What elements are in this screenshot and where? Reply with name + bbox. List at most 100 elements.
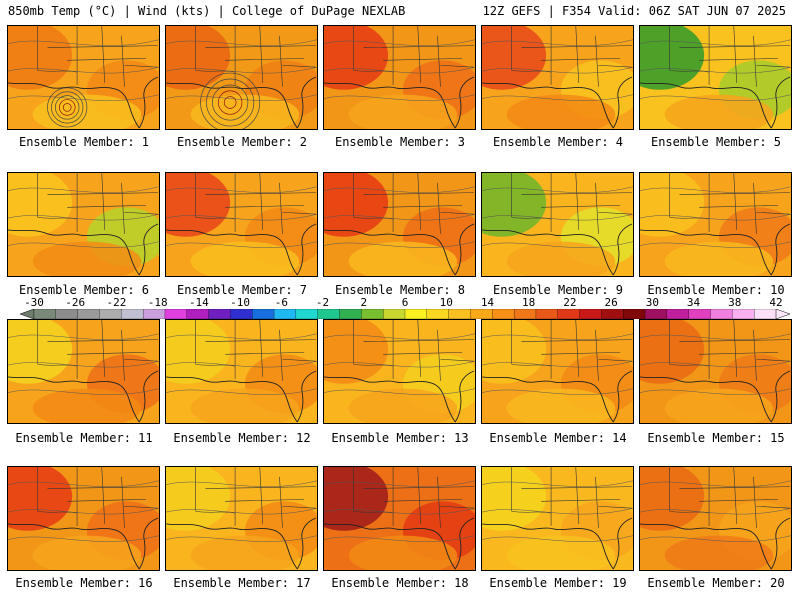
state-border [195, 173, 236, 220]
state-border [550, 26, 599, 87]
temperature-colorbar [20, 309, 790, 319]
colorbar-swatch [557, 309, 581, 319]
ensemble-member-map [165, 466, 318, 571]
wind-contour [166, 186, 317, 193]
colorbar-tick-label: -18 [147, 296, 168, 309]
colorbar-swatch [55, 309, 79, 319]
cyclone-contour [55, 95, 80, 120]
ensemble-member-map [639, 25, 792, 130]
state-border [76, 467, 125, 528]
colorbar-min-arrow [20, 309, 35, 319]
colorbar-tick-label: -14 [188, 296, 209, 309]
colorbar-swatch [186, 309, 210, 319]
state-border [195, 26, 236, 73]
coastline [640, 517, 791, 570]
temperature-shading [190, 388, 300, 423]
wind-contour [8, 241, 159, 248]
colorbar-swatch [77, 309, 100, 319]
state-border [205, 45, 317, 61]
model-valid-time: 12Z GEFS | F354 Valid: 06Z SAT JUN 07 20… [482, 4, 786, 18]
wind-contour [640, 480, 791, 487]
state-border [669, 173, 710, 220]
cyclone-contour [51, 91, 84, 124]
temperature-shading [348, 241, 458, 276]
cyclone-contour [206, 78, 255, 127]
temperature-shading [506, 241, 616, 276]
ensemble-member-label: Ensemble Member: 18 [331, 576, 469, 590]
coastline [8, 76, 159, 129]
colorbar-tick-label: 10 [439, 296, 453, 309]
temperature-shading [324, 173, 389, 237]
wind-contour [482, 360, 633, 368]
wind-contour [8, 213, 159, 221]
ensemble-member-map [165, 25, 318, 130]
wind-contour [640, 94, 791, 101]
wind-contour [482, 94, 633, 101]
ensemble-member-map [165, 319, 318, 424]
wind-contour [640, 360, 791, 368]
colorbar-swatch [426, 309, 450, 319]
state-border [598, 358, 633, 362]
cyclone-contour [47, 87, 88, 128]
temperature-shading [482, 173, 547, 237]
temperature-shading [166, 26, 231, 90]
temperature-shading [8, 26, 73, 90]
state-border [679, 339, 791, 355]
temperature-shading [482, 320, 547, 384]
colorbar-swatch [339, 309, 362, 319]
temperature-shading [640, 320, 705, 384]
state-border [195, 320, 236, 367]
state-border [363, 486, 475, 502]
ensemble-member-label: Ensemble Member: 20 [647, 576, 785, 590]
state-border [521, 192, 633, 208]
ensemble-member-label: Ensemble Member: 9 [492, 283, 624, 297]
wind-contour [482, 507, 633, 515]
coastline [640, 76, 791, 129]
state-border [440, 358, 475, 362]
temperature-shading [664, 241, 774, 276]
state-border [392, 26, 441, 87]
state-border [598, 64, 633, 68]
wind-contour [166, 360, 317, 368]
colorbar-swatch [273, 309, 297, 319]
colorbar-tick-label: 22 [563, 296, 577, 309]
temperature-shading [482, 26, 547, 90]
colorbar-tick-label: 38 [728, 296, 742, 309]
state-border [205, 486, 317, 502]
state-border [392, 467, 441, 528]
state-border [392, 173, 441, 234]
state-border [234, 320, 283, 381]
cyclone-contour [62, 103, 72, 112]
coastline [8, 517, 159, 570]
wind-contour [482, 388, 633, 395]
ensemble-member-label: Ensemble Member: 10 [647, 283, 785, 297]
colorbar-swatch [383, 309, 406, 319]
ensemble-member-label: Ensemble Member: 19 [489, 576, 627, 590]
state-border [353, 173, 394, 220]
colorbar-tick-label: 42 [769, 296, 783, 309]
colorbar-swatch [666, 309, 690, 319]
wind-contour [324, 94, 475, 101]
wind-contour [324, 39, 475, 46]
wind-contour [8, 360, 159, 368]
wind-contour [8, 186, 159, 193]
ensemble-member-map [7, 319, 160, 424]
state-border [756, 211, 791, 215]
ensemble-member-map [481, 319, 634, 424]
colorbar-tick-label: 6 [401, 296, 409, 309]
cyclone-contour [212, 84, 249, 121]
ensemble-member-map [639, 319, 792, 424]
state-border [37, 320, 78, 367]
ensemble-member-label: Ensemble Member: 2 [176, 135, 308, 149]
cyclone-contour [58, 99, 76, 116]
wind-contour [166, 480, 317, 487]
ensemble-member-map [639, 466, 792, 571]
state-border [679, 192, 791, 208]
colorbar-swatch [601, 309, 624, 319]
state-border [47, 339, 159, 355]
state-border [392, 320, 441, 381]
wind-contour [8, 535, 159, 542]
temperature-shading [506, 94, 616, 129]
wind-contour [166, 213, 317, 221]
colorbar-swatch [732, 309, 755, 319]
